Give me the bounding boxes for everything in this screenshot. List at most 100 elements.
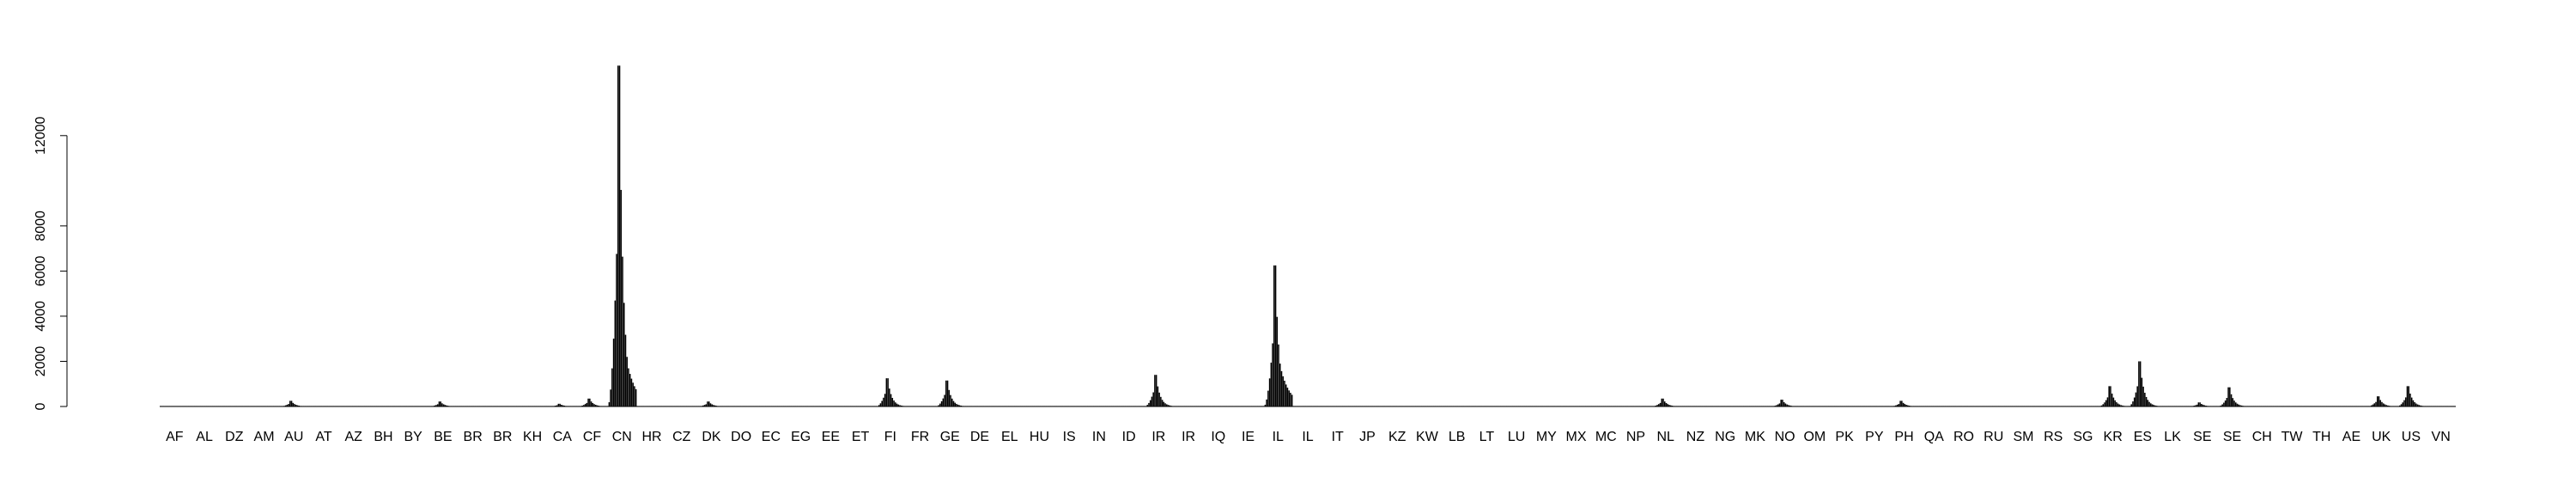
- bar: [951, 398, 953, 406]
- bar: [589, 398, 591, 406]
- bar: [954, 402, 957, 406]
- x-tick-label: MK: [1745, 430, 1765, 444]
- bar: [1160, 396, 1162, 406]
- bar: [2406, 386, 2409, 406]
- bar: [1278, 344, 1279, 406]
- x-tick-label: DZ: [225, 430, 244, 444]
- bar: [2138, 361, 2140, 406]
- bar: [1279, 364, 1281, 406]
- bar: [292, 402, 295, 406]
- bar: [2117, 403, 2119, 406]
- bar: [2236, 403, 2239, 406]
- bar: [1662, 398, 1664, 406]
- bar: [617, 65, 619, 407]
- bar: [2153, 405, 2155, 406]
- bar: [1786, 404, 1788, 406]
- bar: [952, 400, 955, 406]
- bar: [629, 374, 631, 406]
- bar: [1663, 401, 1666, 406]
- bar: [2414, 402, 2415, 406]
- bar: [286, 404, 289, 406]
- bar: [1898, 404, 1900, 406]
- bar: [2106, 397, 2109, 406]
- bar: [2403, 400, 2405, 406]
- x-tick-label: BY: [404, 430, 423, 444]
- chart-bars: [160, 65, 2456, 407]
- bar: [1273, 265, 1275, 406]
- bar: [2227, 387, 2229, 406]
- x-tick-label: JP: [1359, 430, 1376, 444]
- bar: [1783, 401, 1785, 406]
- x-tick-label: BH: [374, 430, 392, 444]
- bar: [2372, 404, 2374, 406]
- bar: [948, 389, 951, 406]
- bar: [2135, 392, 2137, 406]
- bar: [590, 401, 592, 406]
- x-tick-label: TH: [2312, 430, 2330, 444]
- bar: [895, 402, 896, 406]
- x-tick-label: AM: [254, 430, 275, 444]
- bar: [440, 401, 441, 406]
- bar: [1286, 388, 1289, 406]
- bar: [1276, 316, 1279, 406]
- bar: [2112, 397, 2115, 406]
- bar: [2108, 386, 2110, 406]
- x-tick-label: EL: [1001, 430, 1018, 444]
- bar: [2150, 403, 2152, 406]
- bar: [557, 403, 560, 406]
- x-tick-label: IR: [1182, 430, 1195, 444]
- x-tick-label: PK: [1835, 430, 1854, 444]
- x-tick-label: NZ: [1686, 430, 1705, 444]
- bar: [584, 404, 586, 406]
- x-tick-label: CF: [583, 430, 602, 444]
- bar: [1282, 376, 1285, 406]
- bar: [1157, 386, 1159, 406]
- bar: [2142, 386, 2144, 406]
- bar: [2196, 404, 2198, 406]
- bar: [2229, 387, 2231, 406]
- bar: [887, 378, 889, 406]
- y-tick-label: 6000: [33, 256, 48, 287]
- bar: [610, 389, 611, 406]
- bar: [2226, 398, 2228, 406]
- bar: [1288, 390, 1290, 406]
- bar: [1149, 400, 1151, 406]
- x-tick-label: SE: [2223, 430, 2241, 444]
- x-tick-label: CA: [553, 430, 573, 444]
- x-tick-label: RS: [2044, 430, 2063, 444]
- bar: [891, 398, 894, 406]
- x-tick-label: AZ: [345, 430, 363, 444]
- bar: [1896, 404, 1899, 406]
- bar: [2132, 401, 2134, 406]
- bar: [883, 397, 884, 406]
- bar: [881, 400, 883, 406]
- bar: [1267, 390, 1269, 406]
- x-tick-label: PH: [1894, 430, 1913, 444]
- bar: [1778, 403, 1781, 406]
- bar: [705, 404, 708, 406]
- bar: [2375, 401, 2377, 406]
- bar: [1665, 402, 1668, 406]
- bar: [294, 404, 295, 406]
- bar: [2147, 400, 2149, 406]
- x-tick-label: SE: [2193, 430, 2211, 444]
- x-tick-label: IE: [1242, 430, 1255, 444]
- x-tick-label: AF: [166, 430, 184, 444]
- bar: [442, 404, 445, 406]
- x-tick-label: OM: [1803, 430, 1826, 444]
- bar: [2233, 400, 2235, 406]
- x-tick-label: RO: [1953, 430, 1974, 444]
- x-tick-label: KR: [2104, 430, 2123, 444]
- bar: [939, 403, 941, 406]
- bar: [592, 402, 594, 406]
- x-tick-label: LB: [1449, 430, 1466, 444]
- bar: [2110, 386, 2111, 406]
- y-tick-label: 8000: [33, 211, 48, 241]
- bar: [1905, 405, 1907, 406]
- bar: [441, 403, 443, 406]
- bar: [2412, 400, 2415, 406]
- bar: [2224, 400, 2227, 406]
- bar: [608, 402, 611, 406]
- bar: [711, 404, 713, 406]
- bar: [1659, 402, 1662, 406]
